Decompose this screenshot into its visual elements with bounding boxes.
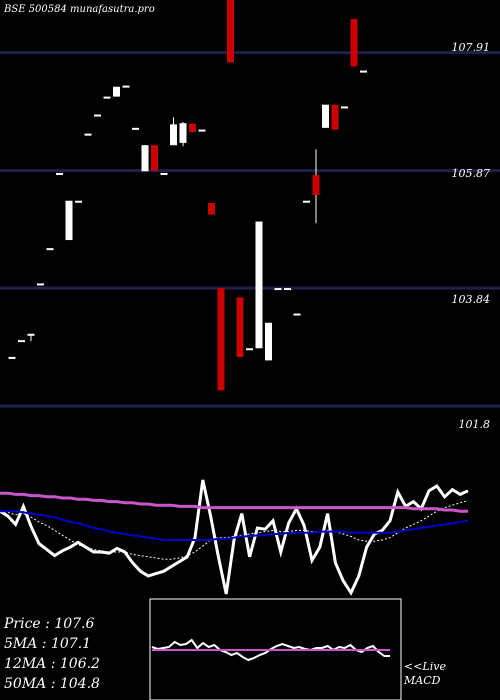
candle-body	[160, 172, 168, 175]
candle	[303, 200, 310, 203]
candle	[198, 129, 206, 132]
price-level-label: 105.87	[451, 167, 491, 180]
ma5-readout: 5MA : 107.1	[4, 636, 92, 652]
candle-body	[56, 172, 63, 175]
candle	[274, 288, 282, 291]
candle-body	[103, 96, 111, 99]
candle-body	[360, 70, 367, 73]
candle	[360, 70, 367, 73]
candle-body	[341, 106, 348, 109]
candle-body	[151, 145, 158, 171]
candle-body	[331, 104, 339, 130]
candle	[189, 123, 196, 132]
candle	[350, 19, 358, 67]
candle-body	[84, 133, 92, 136]
candle	[341, 106, 348, 109]
candle-body	[265, 322, 272, 361]
candle-body	[122, 85, 130, 88]
candle-body	[255, 221, 263, 349]
candle	[75, 200, 82, 203]
candle-body	[303, 200, 310, 203]
candle	[255, 221, 263, 349]
candle	[246, 348, 253, 351]
candle	[312, 149, 320, 224]
candle	[27, 333, 35, 342]
candle	[94, 114, 101, 117]
candle	[265, 322, 272, 361]
indicator-line-long	[0, 491, 468, 513]
indicator-line-signal	[0, 499, 469, 560]
candle	[56, 172, 63, 175]
chart-title: BSE 500584 munafasutra.pro	[4, 4, 155, 15]
candle-body	[170, 124, 177, 146]
candle-body	[246, 348, 253, 351]
candle	[151, 145, 158, 171]
macd-lines	[151, 638, 390, 662]
candle	[293, 313, 301, 316]
candle	[18, 340, 25, 343]
macd-label: MACD	[404, 674, 441, 687]
candle	[179, 122, 187, 147]
candle	[208, 203, 215, 215]
candle-body	[8, 356, 16, 359]
candle-body	[113, 86, 120, 97]
candle-body	[65, 200, 73, 241]
candle-body	[274, 288, 282, 291]
candle	[132, 127, 139, 130]
candle	[113, 86, 120, 97]
candle-body	[27, 333, 35, 336]
candle	[236, 297, 244, 357]
candle-body	[46, 248, 54, 251]
indicator-line-slow	[0, 510, 469, 541]
candle-body	[179, 123, 187, 143]
price-level-label: 103.84	[451, 293, 491, 306]
candle	[141, 145, 149, 172]
candle	[217, 288, 225, 391]
candle-body	[217, 288, 225, 391]
candle	[122, 85, 130, 88]
candle	[8, 356, 16, 359]
candle-body	[132, 127, 139, 130]
candle-body	[350, 19, 358, 67]
macd-live-label: <<Live	[404, 660, 446, 673]
candle-body	[18, 340, 25, 343]
candle-body	[75, 200, 82, 203]
price-level-label: 107.91	[451, 41, 491, 54]
indicator-lines	[0, 479, 469, 596]
ma50-readout: 50MA : 104.8	[4, 676, 100, 692]
candle-body	[227, 0, 234, 63]
candle-body	[198, 129, 206, 132]
candle	[331, 104, 339, 130]
candle	[284, 288, 291, 291]
candle	[170, 117, 177, 146]
price-readout: Price : 107.6	[4, 616, 95, 632]
candle-body	[208, 203, 215, 215]
candle-body	[293, 313, 301, 316]
price-gridlines	[0, 51, 500, 408]
ma12-readout: 12MA : 106.2	[4, 656, 100, 672]
candle-body	[37, 283, 44, 286]
candle-body	[322, 104, 329, 128]
candle	[322, 104, 329, 128]
price-level-label: 101.8	[458, 418, 491, 431]
candle	[227, 0, 234, 63]
candle	[160, 172, 168, 175]
candle	[103, 96, 111, 99]
candle-body	[94, 114, 101, 117]
candle	[84, 133, 92, 136]
candle-body	[284, 288, 291, 291]
candle	[65, 200, 73, 241]
candle-body	[236, 297, 244, 357]
candle-body	[189, 123, 196, 132]
candlesticks	[8, 0, 367, 391]
candle-body	[141, 145, 149, 172]
indicator-line-fast	[0, 479, 469, 596]
candle-body	[312, 175, 320, 195]
candle	[46, 248, 54, 251]
candle	[37, 283, 44, 286]
